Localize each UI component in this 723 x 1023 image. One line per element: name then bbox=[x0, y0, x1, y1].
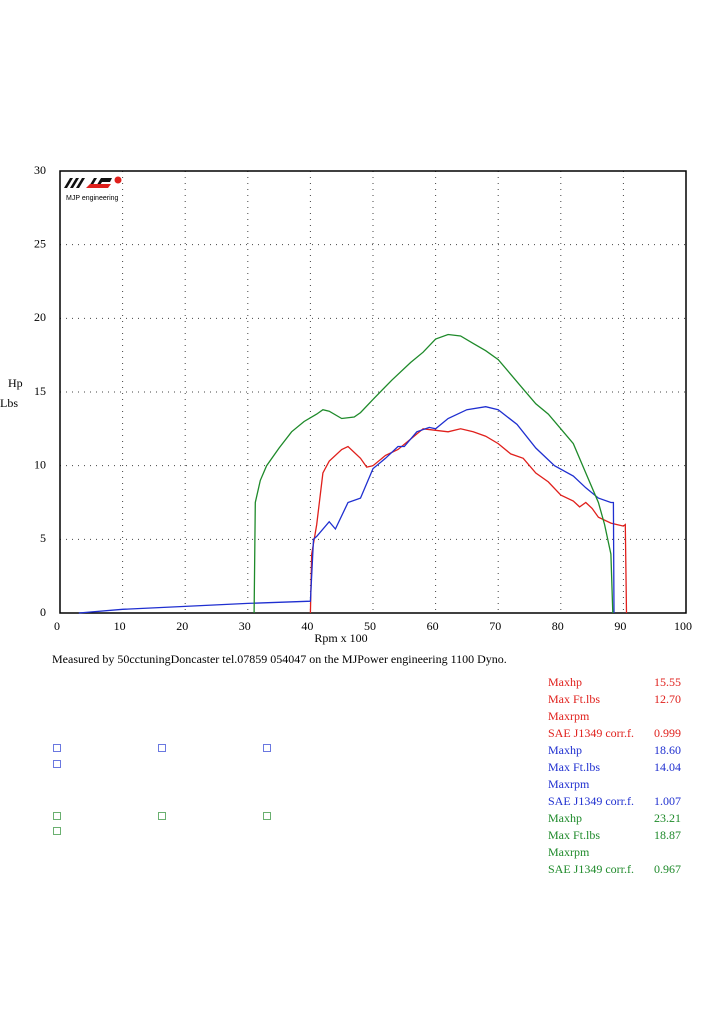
stat-label: Max Ft.lbs bbox=[548, 828, 601, 842]
note: Measured by 50cctuningDoncaster tel.0785… bbox=[52, 652, 507, 666]
stats-row: SAE J1349 corr.f. 0.967 bbox=[548, 861, 681, 878]
stat-label: SAE J1349 corr.f. bbox=[548, 726, 634, 740]
stats-row: Max Ft.lbs 12.70 bbox=[548, 691, 681, 708]
x-tick-label: 50 bbox=[364, 619, 376, 633]
square bbox=[158, 744, 166, 752]
stat-label: Maxrpm bbox=[548, 777, 590, 791]
square bbox=[263, 812, 271, 820]
y-tick-label: 30 bbox=[34, 163, 46, 177]
stat-value: 18.60 bbox=[654, 743, 681, 757]
series-line bbox=[253, 333, 614, 614]
stats-row: SAE J1349 corr.f. 1.007 bbox=[548, 793, 681, 810]
x-tick-label: 100 bbox=[674, 619, 692, 633]
y-axis-label: Lbs bbox=[0, 396, 18, 410]
stat-value: 0.999 bbox=[654, 726, 681, 740]
stat-label: Max Ft.lbs bbox=[548, 760, 601, 774]
series-line bbox=[309, 428, 628, 614]
stats-row: Maxrpm bbox=[548, 708, 681, 725]
stat-value: 0.967 bbox=[654, 862, 681, 876]
stats-row: Maxhp 18.60 bbox=[548, 742, 681, 759]
x-tick-label: 40 bbox=[301, 619, 313, 633]
y-tick-label: 20 bbox=[34, 310, 46, 324]
logo-swoosh bbox=[86, 184, 111, 188]
stat-value: 1.007 bbox=[654, 794, 681, 808]
stat-value: 15.55 bbox=[654, 675, 681, 689]
square bbox=[53, 812, 61, 820]
y-axis-label: Hp bbox=[8, 376, 23, 390]
y-tick-label: 15 bbox=[34, 384, 46, 398]
y-tick-label: 25 bbox=[34, 236, 46, 250]
x-tick-label: 30 bbox=[239, 619, 251, 633]
x-tick-label: 0 bbox=[54, 619, 60, 633]
x-axis-label: Rpm x 100 bbox=[314, 631, 367, 645]
stat-value: 23.21 bbox=[654, 811, 681, 825]
stats-row: Maxrpm bbox=[548, 776, 681, 793]
x-tick-label: 20 bbox=[176, 619, 188, 633]
stat-value: 12.70 bbox=[654, 692, 681, 706]
stats-group: Maxhp 15.55 Max Ft.lbs 12.70 Maxrpm SAE J1349… bbox=[548, 674, 681, 742]
logo-dot bbox=[114, 176, 122, 184]
stats-row: Max Ft.lbs 18.87 bbox=[548, 827, 681, 844]
chart: MJP engineering Hp Lbs Rpm x 100 0 5 10 15 2… bbox=[0, 163, 692, 645]
stat-value: 14.04 bbox=[654, 760, 681, 774]
stat-value: 18.87 bbox=[654, 828, 681, 842]
y-tick-label: 5 bbox=[40, 531, 46, 545]
stats-group: Maxhp 23.21 Max Ft.lbs 18.87 Maxrpm SAE J1349… bbox=[548, 810, 681, 878]
square bbox=[158, 812, 166, 820]
x-tick-label: 70 bbox=[489, 619, 501, 633]
x-tick-label: 80 bbox=[552, 619, 564, 633]
plot-frame bbox=[59, 170, 687, 614]
square bbox=[53, 744, 61, 752]
stats-row: Maxhp 23.21 bbox=[548, 810, 681, 827]
logo: MJP engineering bbox=[66, 195, 119, 202]
stat-label: Maxrpm bbox=[548, 845, 590, 859]
x-tick-label: 60 bbox=[427, 619, 439, 633]
stat-label: SAE J1349 corr.f. bbox=[548, 862, 634, 876]
stat-label: Maxhp bbox=[548, 743, 582, 757]
y-tick-label: 0 bbox=[40, 605, 46, 619]
stat-label: Maxhp bbox=[548, 811, 582, 825]
square bbox=[53, 760, 61, 768]
stat-label: SAE J1349 corr.f. bbox=[548, 794, 634, 808]
series-line bbox=[78, 406, 615, 614]
stat-label: Max Ft.lbs bbox=[548, 692, 601, 706]
stats-row: Max Ft.lbs 14.04 bbox=[548, 759, 681, 776]
square bbox=[53, 827, 61, 835]
x-tick-label: 10 bbox=[114, 619, 126, 633]
y-tick-label: 10 bbox=[34, 457, 46, 471]
stats-row: Maxrpm bbox=[548, 844, 681, 861]
stats-group: Maxhp 18.60 Max Ft.lbs 14.04 Maxrpm SAE J1349… bbox=[548, 742, 681, 810]
stat-label: Maxrpm bbox=[548, 709, 590, 723]
stats-row: SAE J1349 corr.f. 0.999 bbox=[548, 725, 681, 742]
x-tick-label: 90 bbox=[614, 619, 626, 633]
square bbox=[263, 744, 271, 752]
logo-mark bbox=[64, 178, 112, 188]
stats-row: Maxhp 15.55 bbox=[548, 674, 681, 691]
stat-label: Maxhp bbox=[548, 675, 582, 689]
